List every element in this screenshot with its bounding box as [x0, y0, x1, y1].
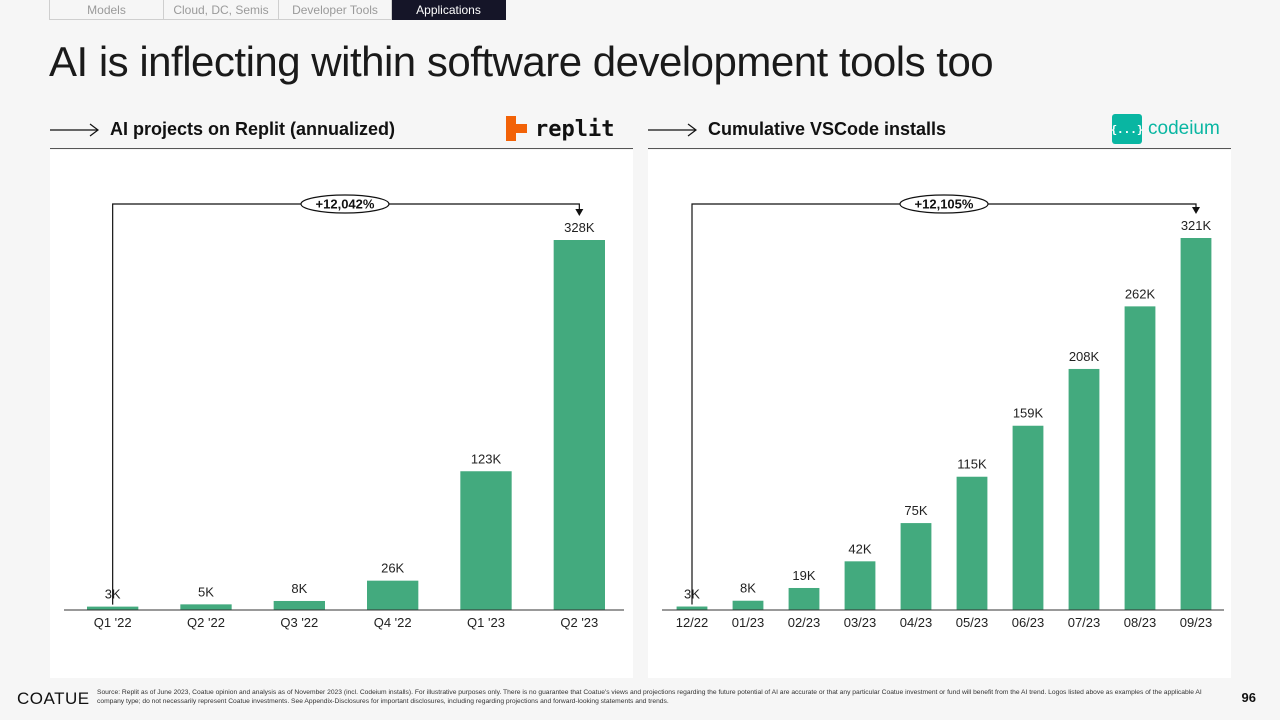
data-label: 115K [957, 457, 987, 472]
x-tick-label: 09/23 [1180, 615, 1213, 630]
data-label: 26K [381, 561, 404, 576]
tab-applications[interactable]: Applications [392, 0, 506, 20]
codeium-chart-area: 3K 12/22 8K 01/23 19K 02/23 42K 03/23 75K 04/23 11… [648, 150, 1231, 678]
bar [900, 523, 932, 610]
x-tick-label: Q1 '22 [94, 615, 132, 630]
growth-bracket-line [691, 203, 1197, 605]
bar [676, 606, 708, 610]
data-label: 19K [792, 568, 815, 583]
x-tick-label: 07/23 [1068, 615, 1101, 630]
bar [1180, 238, 1212, 610]
growth-badge [300, 194, 390, 214]
bar [788, 587, 820, 610]
data-label: 208K [1069, 349, 1100, 364]
data-label: 159K [1013, 406, 1044, 421]
x-tick-label: Q4 '22 [374, 615, 412, 630]
arrow-down-icon [1192, 207, 1200, 214]
data-label: 42K [848, 541, 871, 556]
tab-developer-tools[interactable]: Developer Tools [279, 0, 392, 20]
replit-chart-area: 3K Q1 '22 5K Q2 '22 8K Q3 '22 26K Q4 '22 123K Q1 … [50, 150, 633, 678]
codeium-panel-header: Cumulative VSCode installs {...} codeium [648, 112, 1231, 149]
x-tick-label: 01/23 [732, 615, 765, 630]
codeium-chart-panel: Cumulative VSCode installs {...} codeium… [648, 112, 1231, 678]
replit-chart-title: AI projects on Replit (annualized) [110, 119, 396, 139]
page-title: AI is inflecting within software develop… [49, 38, 994, 85]
data-label: 321K [1181, 218, 1212, 233]
codeium-logo: {...} codeium [1110, 114, 1220, 144]
bar [180, 604, 232, 610]
codeium-wordmark: codeium [1148, 118, 1220, 139]
brand-wordmark: COATUE [17, 689, 90, 708]
x-tick-label: 02/23 [788, 615, 821, 630]
codeium-bar-chart: 3K12/228K01/2319K02/2342K03/2375K04/2311… [662, 194, 1224, 630]
growth-annotation: +12,042% [316, 197, 375, 212]
data-label: 75K [904, 503, 927, 518]
x-tick-label: 05/23 [956, 615, 989, 630]
bar [460, 471, 512, 610]
x-tick-label: 04/23 [900, 615, 933, 630]
data-label: 5K [198, 584, 214, 599]
x-tick-label: 06/23 [1012, 615, 1045, 630]
bar [844, 561, 876, 610]
arrow-down-icon [575, 209, 584, 216]
x-tick-label: 08/23 [1124, 615, 1157, 630]
tab-cloud-dc-semis[interactable]: Cloud, DC, Semis [164, 0, 279, 20]
bar [1068, 368, 1100, 610]
section-tabs: Models Cloud, DC, Semis Developer Tools … [49, 0, 506, 21]
replit-logo: replit [505, 114, 614, 144]
replit-chart-panel: AI projects on Replit (annualized) repli… [50, 112, 633, 678]
x-tick-label: 12/22 [676, 615, 709, 630]
growth-annotation: +12,105% [915, 197, 974, 212]
bar [553, 240, 605, 610]
bar [273, 600, 325, 610]
codeium-logo-icon: {...} [1110, 114, 1144, 144]
arrow-right-icon [50, 123, 99, 137]
data-label: 8K [291, 581, 307, 596]
codeium-chart-title: Cumulative VSCode installs [708, 119, 947, 139]
source-footnote: Source: Replit as of June 2023, Coatue o… [97, 689, 1202, 705]
x-tick-label: Q1 '23 [467, 615, 505, 630]
x-tick-label: 03/23 [844, 615, 877, 630]
tab-models[interactable]: Models [49, 0, 164, 20]
replit-logo-icon [506, 116, 527, 141]
bar [87, 606, 139, 610]
x-tick-label: Q3 '22 [280, 615, 318, 630]
replit-panel-header: AI projects on Replit (annualized) repli… [50, 112, 633, 149]
bar [956, 476, 988, 610]
growth-badge [899, 194, 989, 214]
bar [367, 580, 419, 610]
arrow-right-icon [648, 123, 697, 137]
data-label: 262K [1125, 286, 1156, 301]
data-label: 123K [471, 451, 502, 466]
page-number: 96 [1241, 690, 1256, 705]
x-tick-label: Q2 '23 [560, 615, 598, 630]
x-tick-label: Q2 '22 [187, 615, 225, 630]
data-label: 328K [564, 220, 595, 235]
bar [1124, 306, 1156, 610]
data-label: 8K [740, 581, 756, 596]
replit-wordmark: replit [535, 116, 615, 142]
bar [732, 600, 764, 610]
bar [1012, 425, 1044, 610]
